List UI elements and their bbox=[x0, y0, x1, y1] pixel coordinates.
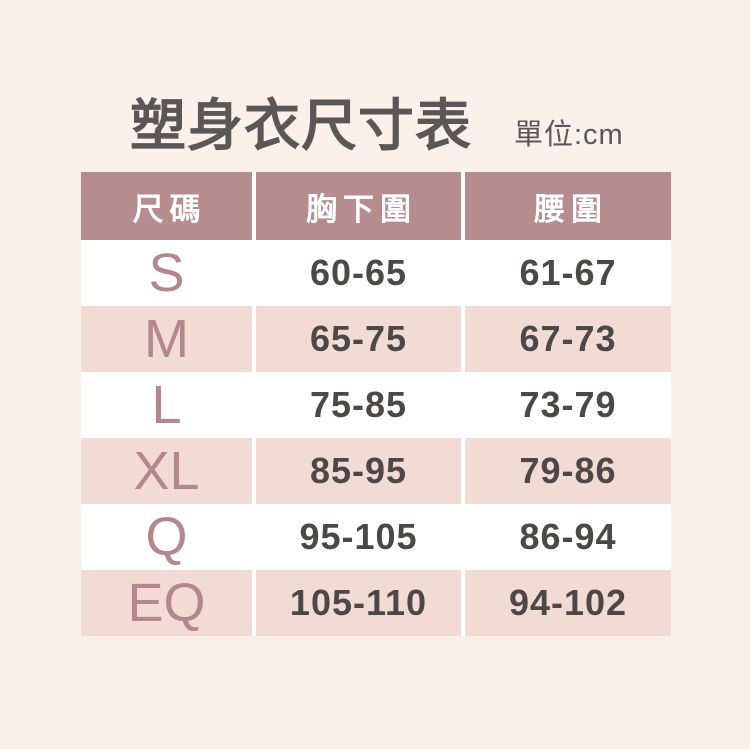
table-row-eq: EQ 105-110 94-102 bbox=[81, 570, 671, 636]
underbust-cell: 75-85 bbox=[256, 372, 461, 438]
column-header-size: 尺碼 bbox=[81, 172, 252, 240]
table-header-row: 尺碼 胸下圍 腰圍 bbox=[81, 172, 671, 240]
page-title: 塑身衣尺寸表 bbox=[130, 94, 472, 157]
size-cell: EQ bbox=[81, 570, 252, 636]
size-cell: S bbox=[81, 240, 252, 306]
size-table: 尺碼 胸下圍 腰圍 S 60-65 61-67 M 65-75 67-73 L … bbox=[81, 172, 671, 636]
underbust-cell: 95-105 bbox=[256, 504, 461, 570]
waist-cell: 73-79 bbox=[465, 372, 671, 438]
unit-label: 單位:cm bbox=[514, 119, 624, 152]
underbust-cell: 105-110 bbox=[256, 570, 461, 636]
size-cell: L bbox=[81, 372, 252, 438]
waist-cell: 86-94 bbox=[465, 504, 671, 570]
title-row: 塑身衣尺寸表 單位:cm bbox=[130, 94, 624, 158]
size-cell: M bbox=[81, 306, 252, 372]
waist-cell: 79-86 bbox=[465, 438, 671, 504]
column-header-underbust: 胸下圍 bbox=[256, 172, 461, 240]
size-cell: Q bbox=[81, 504, 252, 570]
column-header-waist: 腰圍 bbox=[465, 172, 671, 240]
table-row-l: L 75-85 73-79 bbox=[81, 372, 671, 438]
size-cell: XL bbox=[81, 438, 252, 504]
waist-cell: 61-67 bbox=[465, 240, 671, 306]
table-row-m: M 65-75 67-73 bbox=[81, 306, 671, 372]
table-row-q: Q 95-105 86-94 bbox=[81, 504, 671, 570]
waist-cell: 94-102 bbox=[465, 570, 671, 636]
waist-cell: 67-73 bbox=[465, 306, 671, 372]
underbust-cell: 85-95 bbox=[256, 438, 461, 504]
table-row-xl: XL 85-95 79-86 bbox=[81, 438, 671, 504]
table-row-s: S 60-65 61-67 bbox=[81, 240, 671, 306]
underbust-cell: 65-75 bbox=[256, 306, 461, 372]
underbust-cell: 60-65 bbox=[256, 240, 461, 306]
